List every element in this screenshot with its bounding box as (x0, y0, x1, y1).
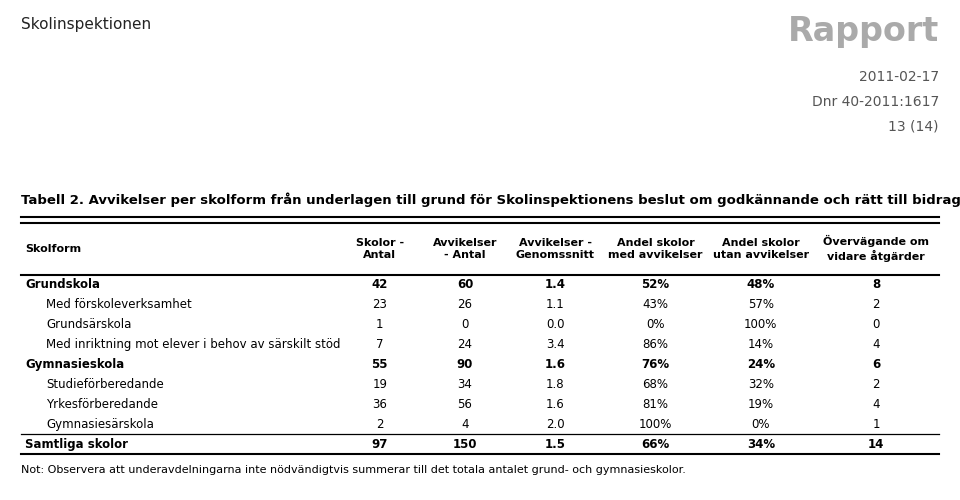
Text: 4: 4 (461, 418, 468, 430)
Text: 2011-02-17: 2011-02-17 (859, 70, 939, 84)
Text: 48%: 48% (747, 278, 775, 291)
Text: 1.6: 1.6 (546, 398, 564, 411)
Text: 1.6: 1.6 (544, 358, 565, 371)
Text: 52%: 52% (641, 278, 669, 291)
Text: 42: 42 (372, 278, 388, 291)
Text: 81%: 81% (642, 398, 668, 411)
Text: 36: 36 (372, 398, 387, 411)
Text: 2: 2 (376, 418, 383, 430)
Text: Avvikelser -
Genomssnitt: Avvikelser - Genomssnitt (516, 238, 595, 260)
Text: 19%: 19% (748, 398, 774, 411)
Text: 19: 19 (372, 378, 387, 391)
Text: 2: 2 (873, 298, 880, 312)
Text: 60: 60 (457, 278, 473, 291)
Text: Gymnasieskola: Gymnasieskola (25, 358, 124, 371)
Text: 24%: 24% (747, 358, 775, 371)
Text: Tabell 2. Avvikelser per skolform från underlagen till grund för Skolinspektione: Tabell 2. Avvikelser per skolform från u… (21, 192, 960, 207)
Text: 4: 4 (873, 338, 880, 351)
Text: 1: 1 (376, 318, 383, 331)
Text: 100%: 100% (744, 318, 778, 331)
Text: 8: 8 (872, 278, 880, 291)
Text: Grundsärskola: Grundsärskola (46, 318, 132, 331)
Text: 34%: 34% (747, 438, 775, 450)
Text: 150: 150 (453, 438, 477, 450)
Text: Dnr 40-2011:1617: Dnr 40-2011:1617 (811, 95, 939, 109)
Text: Rapport: Rapport (787, 15, 939, 48)
Text: 0: 0 (873, 318, 880, 331)
Text: 13 (14): 13 (14) (888, 120, 939, 134)
Text: 14%: 14% (748, 338, 774, 351)
Text: 86%: 86% (642, 338, 668, 351)
Text: 0%: 0% (646, 318, 664, 331)
Text: Andel skolor
utan avvikelser: Andel skolor utan avvikelser (712, 238, 809, 260)
Text: Gymnasiesärskola: Gymnasiesärskola (46, 418, 154, 430)
Text: 55: 55 (372, 358, 388, 371)
Text: Övervägande om
vidare åtgärder: Övervägande om vidare åtgärder (823, 235, 929, 262)
Text: 2.0: 2.0 (546, 418, 564, 430)
Text: 97: 97 (372, 438, 388, 450)
Text: 57%: 57% (748, 298, 774, 312)
Text: 3.4: 3.4 (546, 338, 564, 351)
Text: Med inriktning mot elever i behov av särskilt stöd: Med inriktning mot elever i behov av sär… (46, 338, 341, 351)
Text: Skolor -
Antal: Skolor - Antal (355, 238, 404, 260)
Text: 24: 24 (458, 338, 472, 351)
Text: 34: 34 (458, 378, 472, 391)
Text: Andel skolor
med avvikelser: Andel skolor med avvikelser (609, 238, 703, 260)
Text: 56: 56 (458, 398, 472, 411)
Text: 100%: 100% (638, 418, 672, 430)
Text: Skolinspektionen: Skolinspektionen (21, 18, 152, 32)
Text: 4: 4 (873, 398, 880, 411)
Text: 32%: 32% (748, 378, 774, 391)
Text: 6: 6 (872, 358, 880, 371)
Text: 68%: 68% (642, 378, 668, 391)
Text: 0.0: 0.0 (546, 318, 564, 331)
Text: 1.4: 1.4 (544, 278, 565, 291)
Text: 0%: 0% (752, 418, 770, 430)
Text: 1.1: 1.1 (546, 298, 564, 312)
Text: Grundskola: Grundskola (25, 278, 100, 291)
Text: 7: 7 (376, 338, 383, 351)
Text: 0: 0 (461, 318, 468, 331)
Text: 43%: 43% (642, 298, 668, 312)
Text: 1.5: 1.5 (544, 438, 565, 450)
Text: 1.8: 1.8 (546, 378, 564, 391)
Text: 26: 26 (458, 298, 472, 312)
Text: Yrkesförberedande: Yrkesförberedande (46, 398, 158, 411)
Text: Studieförberedande: Studieförberedande (46, 378, 164, 391)
Text: Skolform: Skolform (25, 244, 81, 254)
Text: Not: Observera att underavdelningarna inte nödvändigtvis summerar till det total: Not: Observera att underavdelningarna in… (21, 465, 686, 475)
Text: 90: 90 (457, 358, 473, 371)
Text: 66%: 66% (641, 438, 670, 450)
Text: 2: 2 (873, 378, 880, 391)
Text: 14: 14 (868, 438, 884, 450)
Text: Med förskoleverksamhet: Med förskoleverksamhet (46, 298, 192, 312)
Text: Samtliga skolor: Samtliga skolor (25, 438, 128, 450)
Text: 23: 23 (372, 298, 387, 312)
Text: 76%: 76% (641, 358, 669, 371)
Text: 1: 1 (873, 418, 880, 430)
Text: Avvikelser
- Antal: Avvikelser - Antal (433, 238, 497, 260)
